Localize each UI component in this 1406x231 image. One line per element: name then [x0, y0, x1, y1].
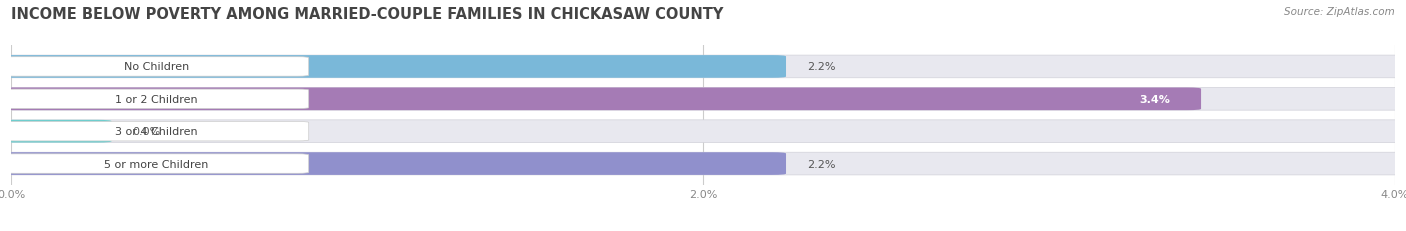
FancyBboxPatch shape — [0, 88, 1406, 111]
Text: 0.0%: 0.0% — [132, 127, 160, 137]
Text: 2.2%: 2.2% — [807, 62, 835, 72]
FancyBboxPatch shape — [0, 56, 786, 79]
FancyBboxPatch shape — [0, 152, 786, 175]
Text: INCOME BELOW POVERTY AMONG MARRIED-COUPLE FAMILIES IN CHICKASAW COUNTY: INCOME BELOW POVERTY AMONG MARRIED-COUPL… — [11, 7, 724, 22]
FancyBboxPatch shape — [4, 154, 309, 173]
Text: 3.4%: 3.4% — [1139, 94, 1170, 104]
FancyBboxPatch shape — [0, 152, 1406, 175]
FancyBboxPatch shape — [0, 120, 1406, 143]
Text: 1 or 2 Children: 1 or 2 Children — [115, 94, 198, 104]
FancyBboxPatch shape — [0, 88, 1201, 111]
FancyBboxPatch shape — [0, 56, 1406, 79]
Text: Source: ZipAtlas.com: Source: ZipAtlas.com — [1284, 7, 1395, 17]
Text: 2.2%: 2.2% — [807, 159, 835, 169]
FancyBboxPatch shape — [4, 90, 309, 109]
FancyBboxPatch shape — [0, 120, 111, 143]
FancyBboxPatch shape — [4, 122, 309, 141]
FancyBboxPatch shape — [4, 58, 309, 77]
Text: 5 or more Children: 5 or more Children — [104, 159, 208, 169]
Text: 3 or 4 Children: 3 or 4 Children — [115, 127, 198, 137]
Text: No Children: No Children — [124, 62, 190, 72]
